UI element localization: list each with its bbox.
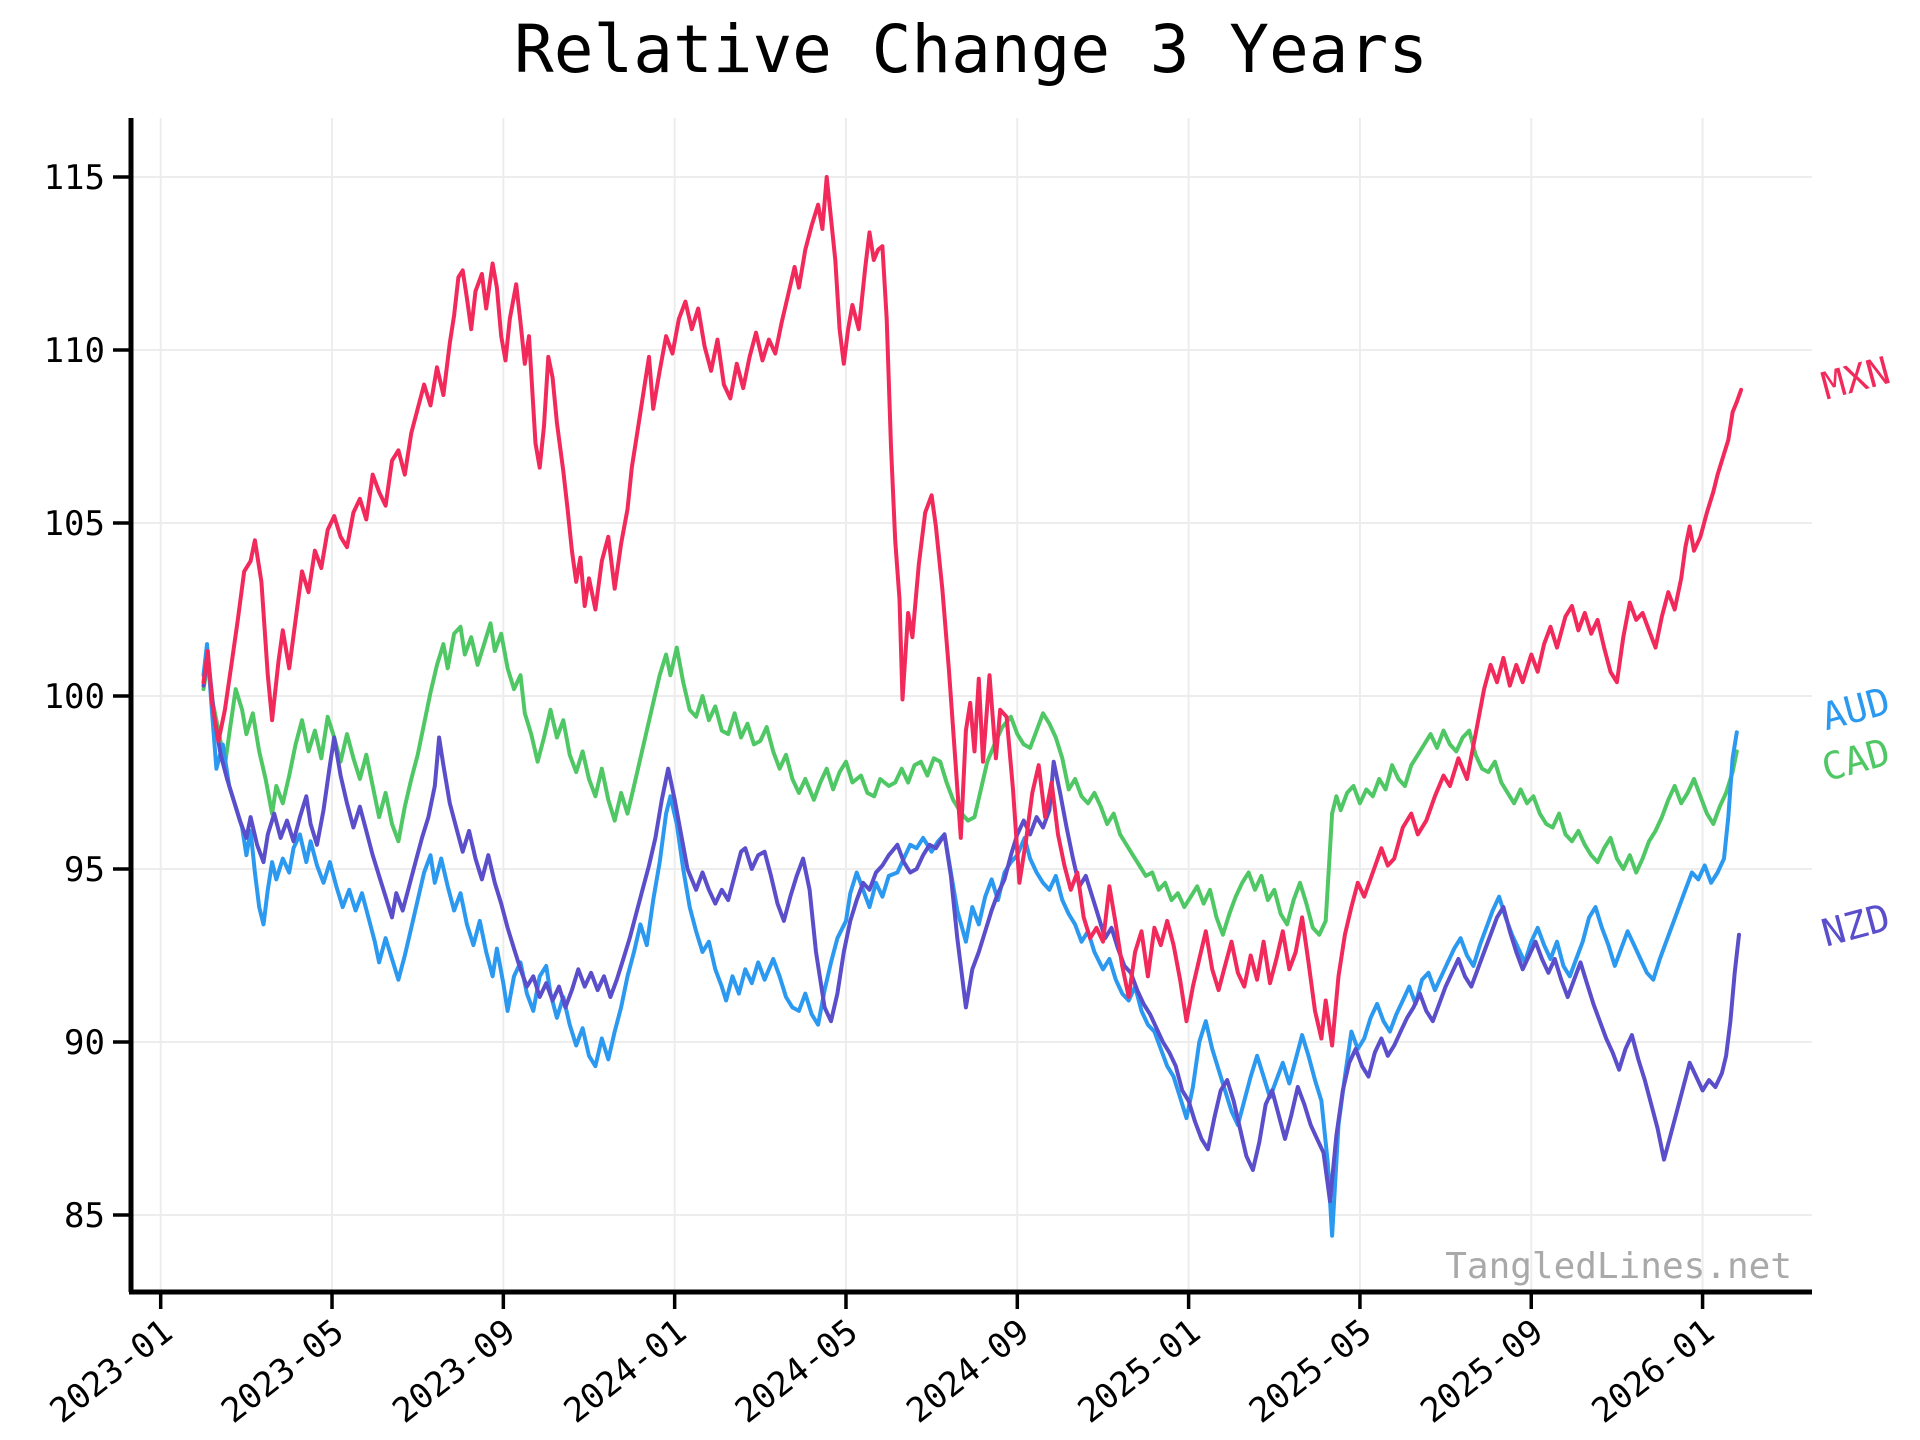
x-tick-label-2025-01: 2025-01 xyxy=(1071,1312,1209,1432)
x-tick-label-2025-09: 2025-09 xyxy=(1413,1312,1551,1432)
series-label-nzd: NZD xyxy=(1817,895,1895,955)
series-label-mxn: MXN xyxy=(1817,348,1895,408)
y-tick-label-95: 95 xyxy=(64,850,105,890)
line-mxn xyxy=(201,175,1744,1048)
x-tick-label-2024-09: 2024-09 xyxy=(899,1312,1037,1432)
x-tick-label-2024-01: 2024-01 xyxy=(557,1312,695,1432)
y-tick-label-115: 115 xyxy=(44,158,105,198)
line-cad xyxy=(201,621,1739,937)
x-tick-label-2025-05: 2025-05 xyxy=(1242,1312,1380,1432)
x-tick-label-2024-05: 2024-05 xyxy=(728,1312,866,1432)
x-tick-label-2023-05: 2023-05 xyxy=(214,1312,352,1432)
chart-title: Relative Change 3 Years xyxy=(514,11,1428,88)
y-tick-label-105: 105 xyxy=(44,504,105,544)
y-tick-label-110: 110 xyxy=(44,331,105,371)
series-lines xyxy=(201,175,1744,1238)
y-tick-label-90: 90 xyxy=(64,1023,105,1063)
line-aud xyxy=(201,642,1739,1238)
tick-labels: 2023-01 2023-05 2023-09 2024-01 2024-05 2024-… xyxy=(43,158,1895,1431)
x-tick-label-2023-09: 2023-09 xyxy=(385,1312,523,1432)
y-tick-label-85: 85 xyxy=(64,1196,105,1236)
y-tick-label-100: 100 xyxy=(44,677,105,717)
axes xyxy=(113,118,1812,1309)
gridlines xyxy=(131,118,1812,1292)
x-tick-label-2026-01: 2026-01 xyxy=(1585,1312,1723,1432)
watermark: TangledLines.net xyxy=(1445,1246,1792,1287)
line-nzd xyxy=(201,652,1741,1204)
x-tick-label-2023-01: 2023-01 xyxy=(43,1312,181,1432)
